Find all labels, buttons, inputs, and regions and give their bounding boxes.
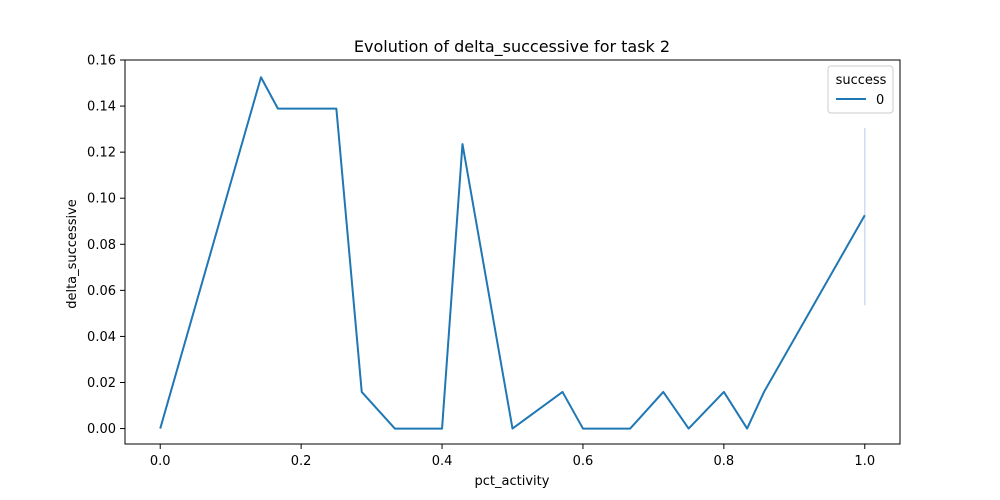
x-tick-label: 0.8 [714, 454, 735, 469]
y-tick-label: 0.02 [87, 376, 116, 391]
plot-area [159, 76, 866, 430]
y-tick-label: 0.00 [87, 422, 116, 437]
legend-box [827, 65, 894, 114]
y-tick-label: 0.14 [87, 100, 116, 115]
y-tick-label: 0.12 [87, 146, 116, 161]
x-tick-label: 0.0 [150, 454, 171, 469]
x-axis-ticks: 0.0 0.2 0.4 0.6 0.8 1.0 [150, 444, 875, 469]
y-axis-ticks: 0.00 0.02 0.04 0.06 0.08 0.10 0.12 0.14 0.16 [87, 54, 125, 437]
chart-title: Evolution of delta_successive for task 2 [354, 37, 670, 57]
x-tick-label: 0.2 [291, 454, 312, 469]
x-tick-label: 0.4 [432, 454, 453, 469]
y-tick-label: 0.10 [87, 192, 116, 207]
plot-frame [124, 59, 901, 445]
y-axis-label: delta_successive [65, 199, 80, 309]
y-tick-label: 0.08 [87, 238, 116, 253]
y-tick-label: 0.16 [87, 54, 116, 69]
series-line [159, 76, 866, 430]
y-tick-label: 0.04 [87, 330, 116, 345]
x-tick-label: 0.6 [573, 454, 594, 469]
y-tick-label: 0.06 [87, 284, 116, 299]
legend-title: success [836, 73, 887, 88]
legend-entry-label: 0 [876, 93, 884, 108]
x-axis-label: pct_activity [475, 474, 550, 489]
legend: success 0 [827, 65, 894, 114]
x-tick-label: 1.0 [854, 454, 875, 469]
